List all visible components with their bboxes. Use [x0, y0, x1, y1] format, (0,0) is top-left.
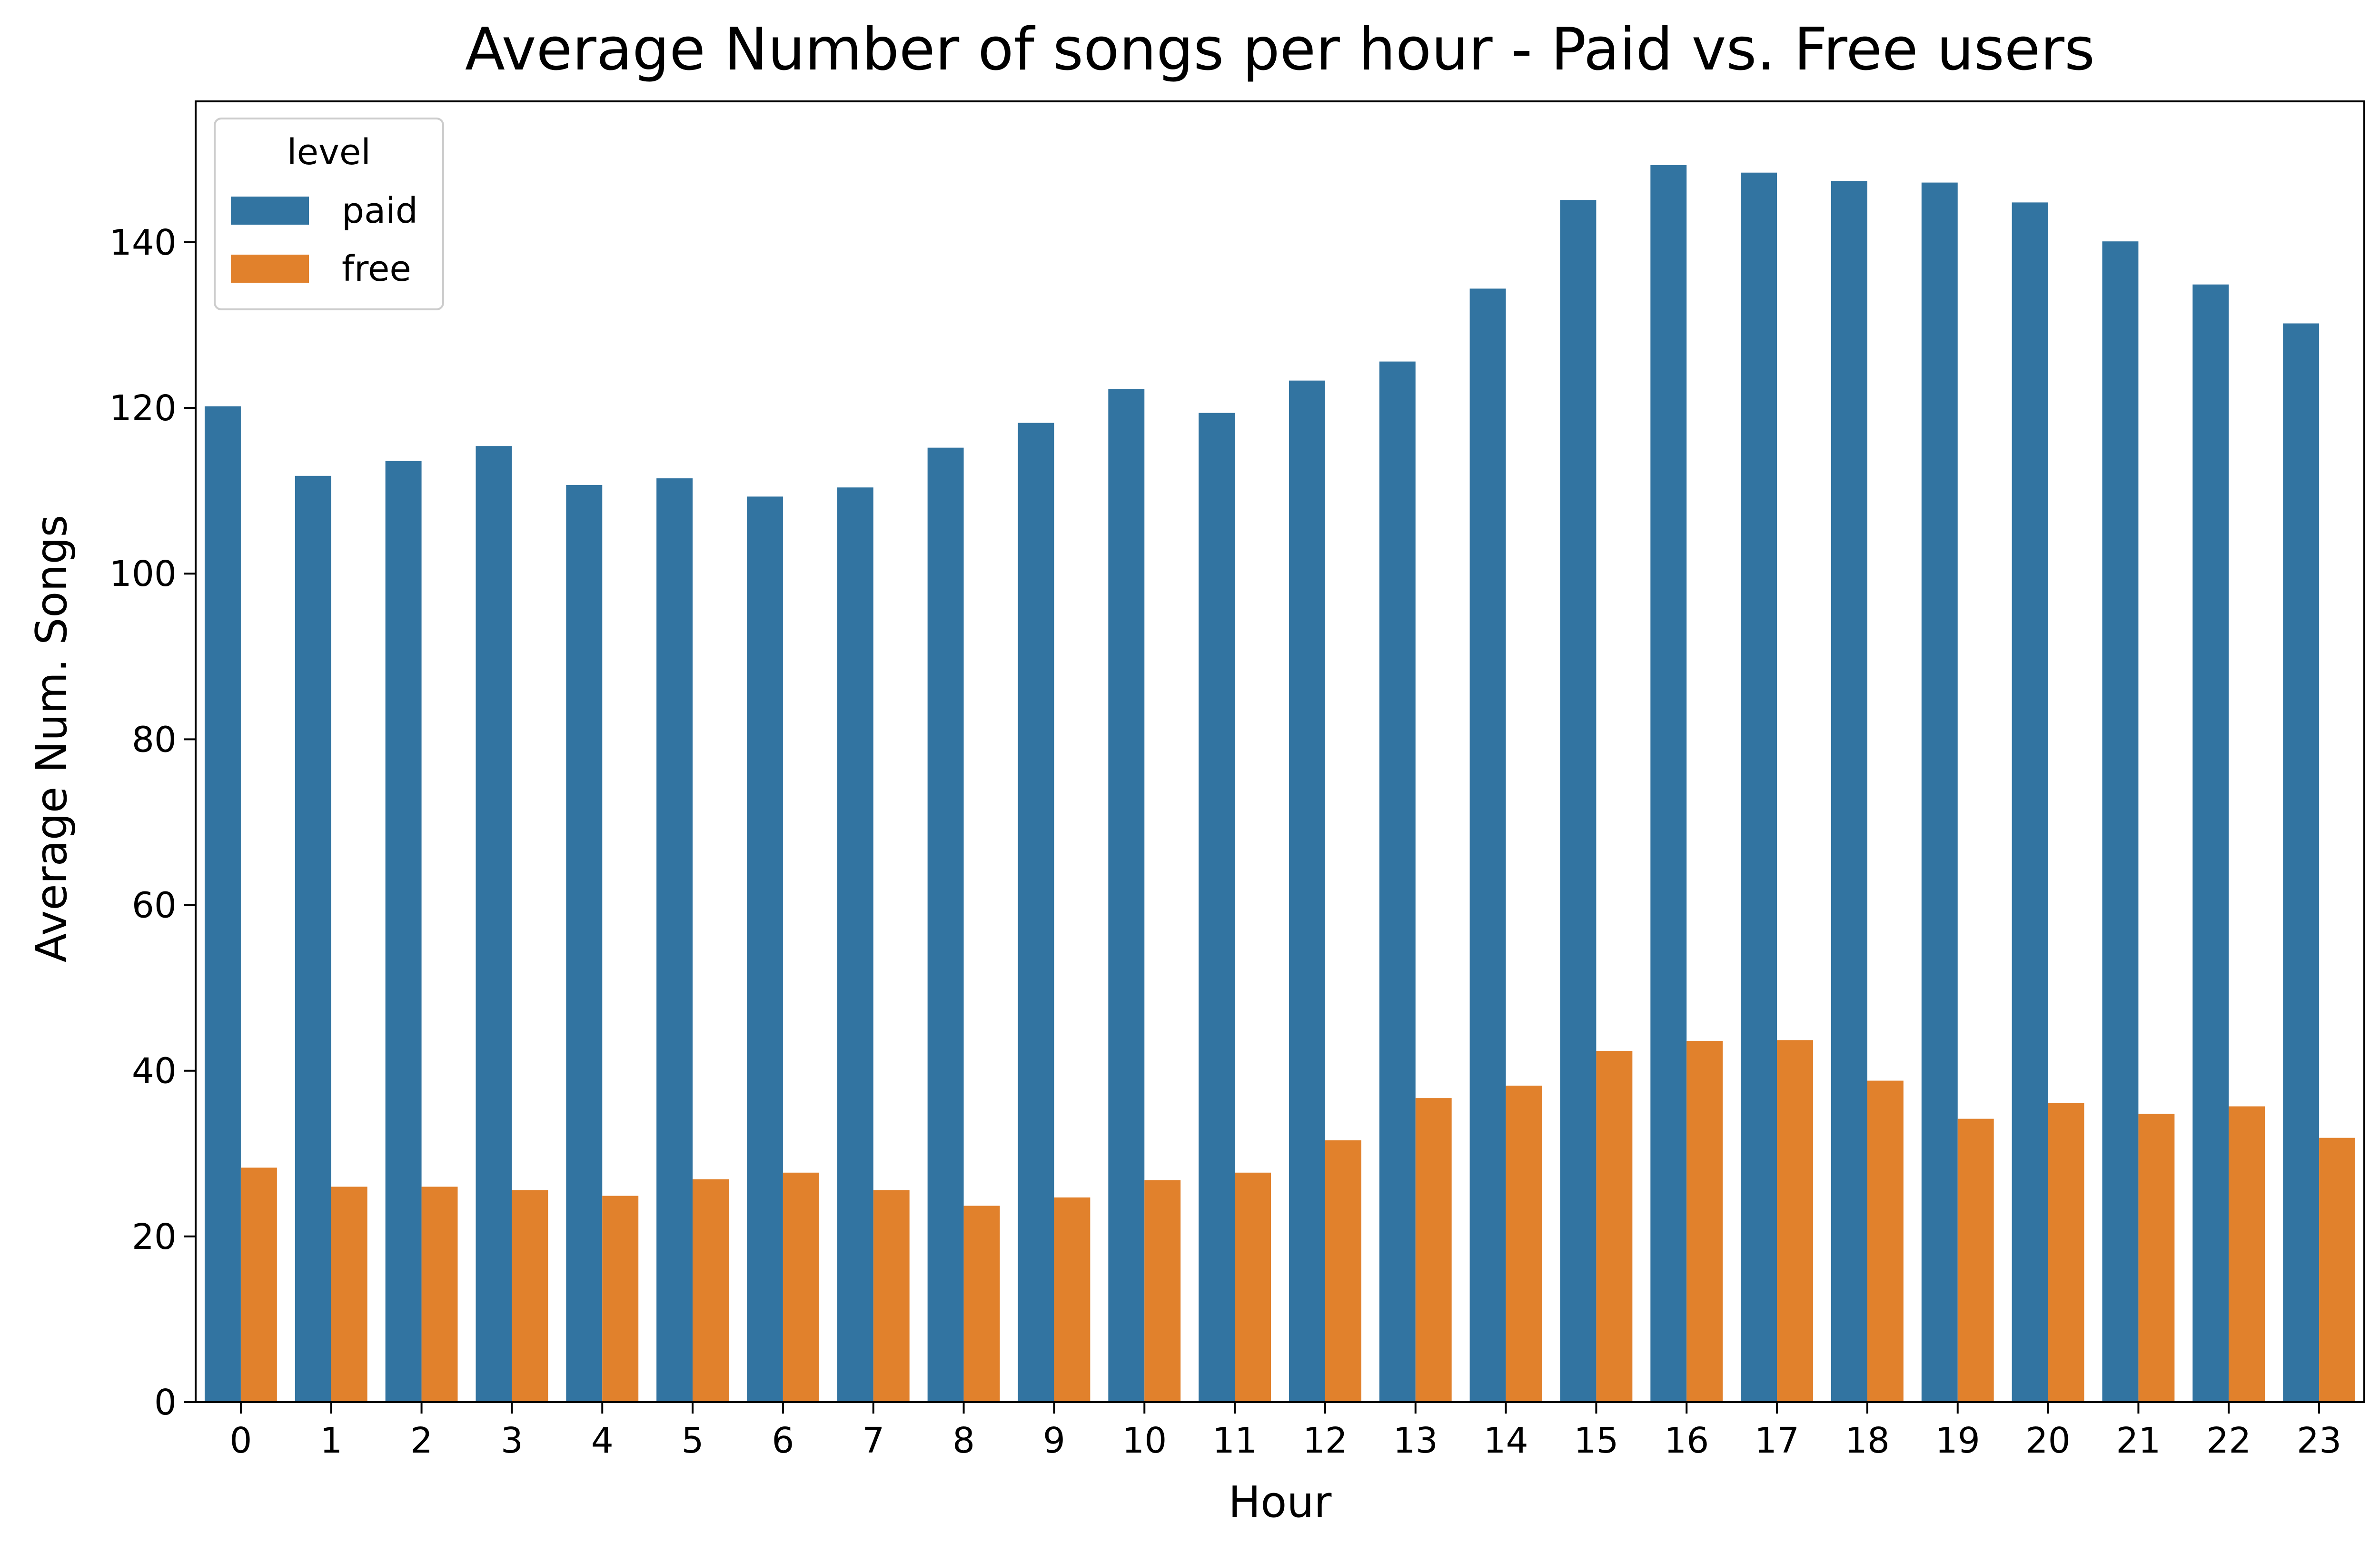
legend-swatch-free	[231, 255, 309, 283]
x-tick-label-16: 16	[1664, 1420, 1709, 1461]
y-tick-label-140: 140	[109, 222, 177, 263]
x-tick-label-1: 1	[320, 1420, 342, 1461]
x-tick-label-2: 2	[410, 1420, 433, 1461]
y-tick-label-100: 100	[109, 554, 177, 594]
plot-frame	[195, 100, 2365, 1403]
x-tick-label-20: 20	[2025, 1420, 2070, 1461]
x-tick-label-23: 23	[2297, 1420, 2341, 1461]
bar-paid-hour-22	[2192, 284, 2229, 1403]
bar-paid-hour-21	[2102, 241, 2139, 1403]
x-tick-label-14: 14	[1483, 1420, 1528, 1461]
bar-paid-hour-4	[566, 485, 603, 1402]
x-tick-label-0: 0	[229, 1420, 252, 1461]
bar-paid-hour-15	[1560, 200, 1597, 1403]
y-tick-label-40: 40	[132, 1051, 177, 1092]
bar-free-hour-6	[783, 1172, 819, 1402]
x-tick-label-21: 21	[2116, 1420, 2161, 1461]
bar-free-hour-11	[1235, 1172, 1271, 1402]
y-tick-label-80: 80	[132, 719, 177, 760]
bar-paid-hour-7	[837, 487, 873, 1402]
bar-free-hour-21	[2138, 1114, 2175, 1402]
bar-paid-hour-12	[1289, 380, 1325, 1402]
legend-label-free: free	[342, 248, 411, 289]
bar-paid-hour-14	[1469, 288, 1506, 1403]
legend: level paid free	[214, 118, 444, 310]
bar-paid-hour-18	[1831, 181, 1867, 1403]
bar-free-hour-8	[963, 1206, 1000, 1402]
bars-layer	[204, 165, 2356, 1403]
y-axis-label: Average Num. Songs	[27, 515, 77, 963]
bar-free-hour-7	[873, 1190, 910, 1402]
bar-free-hour-12	[1325, 1140, 1361, 1402]
bar-paid-hour-16	[1650, 165, 1687, 1402]
y-tick-label-120: 120	[109, 388, 177, 429]
bar-free-hour-4	[602, 1196, 639, 1402]
bar-free-hour-16	[1686, 1041, 1723, 1402]
x-tick-label-22: 22	[2206, 1420, 2251, 1461]
bar-free-hour-17	[1777, 1040, 1814, 1402]
x-tick-label-15: 15	[1574, 1420, 1618, 1461]
bar-paid-hour-17	[1741, 172, 1777, 1403]
bar-free-hour-15	[1596, 1050, 1633, 1402]
y-tick-label-20: 20	[132, 1217, 177, 1257]
x-tick-label-19: 19	[1935, 1420, 1980, 1461]
x-tick-label-7: 7	[862, 1420, 884, 1461]
legend-label-paid: paid	[342, 190, 418, 231]
bar-paid-hour-0	[204, 406, 241, 1402]
bar-free-hour-9	[1054, 1197, 1091, 1402]
bar-paid-hour-3	[476, 446, 512, 1403]
bar-paid-hour-11	[1199, 413, 1235, 1402]
x-tick-label-11: 11	[1212, 1420, 1257, 1461]
y-tick-label-0: 0	[154, 1382, 177, 1423]
bar-free-hour-14	[1506, 1086, 1542, 1402]
bar-paid-hour-20	[2012, 202, 2048, 1402]
bar-free-hour-18	[1867, 1080, 1904, 1402]
x-tick-label-10: 10	[1122, 1420, 1167, 1461]
bar-free-hour-5	[693, 1179, 729, 1402]
bar-paid-hour-1	[295, 475, 331, 1402]
bar-paid-hour-9	[1018, 423, 1054, 1403]
bar-free-hour-10	[1144, 1180, 1181, 1402]
bar-free-hour-23	[2319, 1138, 2356, 1402]
bar-paid-hour-5	[656, 478, 693, 1402]
x-axis-label: Hour	[1229, 1477, 1332, 1527]
x-tick-label-13: 13	[1393, 1420, 1438, 1461]
bar-free-hour-13	[1415, 1098, 1452, 1402]
bar-free-hour-3	[512, 1190, 548, 1402]
x-tick-label-9: 9	[1043, 1420, 1065, 1461]
x-axis: 0 1 2 3 4 5 6 7 8 9 10 11 12 13 14 15 16 17 18 19 20 21 22 23	[229, 1402, 2341, 1461]
bar-free-hour-1	[331, 1187, 367, 1402]
x-tick-label-5: 5	[682, 1420, 704, 1461]
bar-paid-hour-6	[746, 496, 783, 1402]
bar-free-hour-0	[240, 1167, 277, 1402]
x-tick-label-8: 8	[952, 1420, 975, 1461]
y-axis: 0 20 40 60 80 100 120 140	[109, 222, 196, 1423]
x-tick-label-18: 18	[1845, 1420, 1890, 1461]
bar-paid-hour-2	[385, 461, 422, 1402]
bar-free-hour-2	[421, 1187, 458, 1402]
x-tick-label-6: 6	[772, 1420, 794, 1461]
bar-free-hour-22	[2229, 1106, 2265, 1402]
bar-paid-hour-19	[1921, 182, 1958, 1402]
x-tick-label-3: 3	[501, 1420, 523, 1461]
x-tick-label-17: 17	[1755, 1420, 1799, 1461]
legend-swatch-paid	[231, 197, 309, 225]
bar-free-hour-19	[1957, 1118, 1994, 1402]
bar-paid-hour-8	[927, 447, 964, 1402]
legend-title: level	[287, 132, 371, 173]
bar-free-hour-20	[2048, 1103, 2084, 1402]
bar-paid-hour-13	[1379, 361, 1416, 1402]
y-tick-label-60: 60	[132, 885, 177, 926]
bar-paid-hour-10	[1108, 389, 1145, 1402]
x-tick-label-12: 12	[1303, 1420, 1348, 1461]
chart-title: Average Number of songs per hour - Paid …	[465, 16, 2095, 84]
bar-paid-hour-23	[2283, 323, 2320, 1402]
x-tick-label-4: 4	[591, 1420, 614, 1461]
